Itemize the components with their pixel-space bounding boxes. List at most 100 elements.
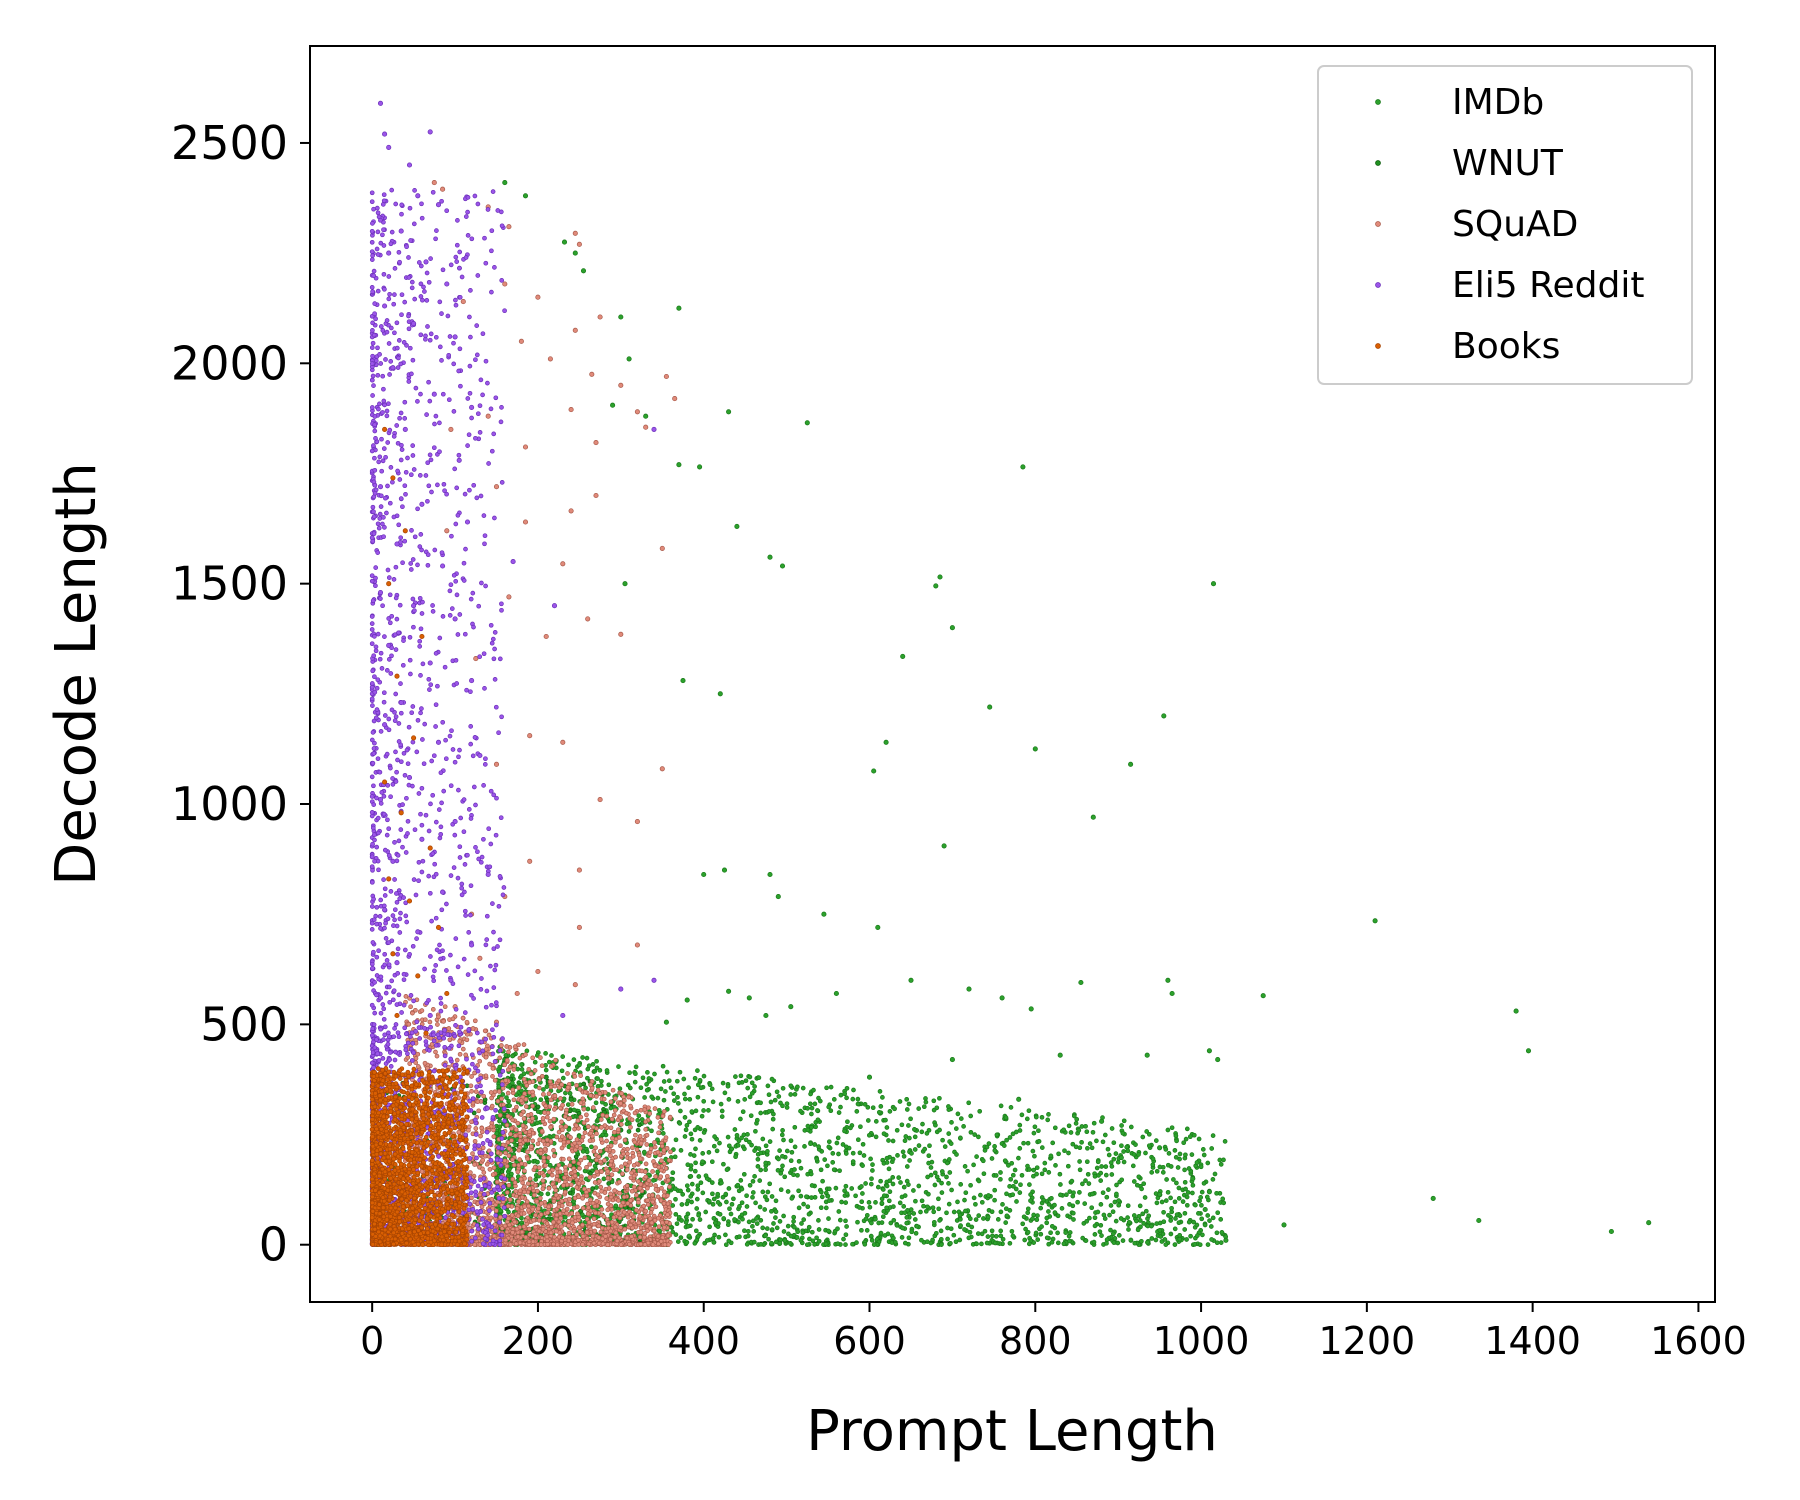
- data-point: [692, 1168, 698, 1174]
- data-point: [998, 1176, 1003, 1182]
- data-point: [701, 1098, 707, 1104]
- data-point: [652, 1071, 657, 1077]
- data-point: [932, 1170, 938, 1176]
- data-point: [573, 1154, 579, 1160]
- data-point: [740, 1109, 746, 1115]
- data-point: [837, 1217, 843, 1223]
- data-point: [671, 1098, 677, 1103]
- data-point: [476, 1108, 482, 1114]
- data-point: [674, 1078, 680, 1084]
- data-point: [584, 1165, 589, 1170]
- data-point: [1039, 1171, 1045, 1177]
- data-point: [598, 1137, 604, 1142]
- data-point: [751, 1229, 757, 1234]
- data-point: [963, 1190, 969, 1196]
- data-point: [647, 1150, 653, 1155]
- data-point: [595, 1084, 601, 1089]
- data-point: [640, 1075, 646, 1081]
- data-point: [899, 1235, 905, 1240]
- data-point: [870, 1162, 875, 1167]
- data-point: [538, 1191, 544, 1197]
- data-point: [998, 1209, 1004, 1215]
- data-point: [801, 1217, 807, 1222]
- data-point: [1098, 1222, 1104, 1228]
- data-point: [880, 1095, 885, 1100]
- data-point: [879, 1196, 885, 1202]
- data-point: [497, 1112, 503, 1118]
- data-point: [1194, 1160, 1200, 1165]
- data-point: [658, 1086, 664, 1092]
- data-point: [500, 1092, 506, 1097]
- data-point: [907, 1158, 912, 1163]
- data-point: [536, 1077, 542, 1082]
- data-point: [584, 1055, 590, 1061]
- data-point: [738, 1178, 744, 1183]
- data-point: [626, 356, 632, 362]
- data-point: [692, 1075, 698, 1081]
- data-point: [612, 1096, 618, 1101]
- data-point: [717, 1140, 722, 1146]
- data-point: [594, 1185, 599, 1190]
- data-point: [580, 1205, 586, 1211]
- data-point: [773, 1215, 778, 1220]
- data-point: [826, 1228, 831, 1234]
- data-point: [806, 1224, 812, 1230]
- data-point: [873, 1119, 879, 1124]
- data-point: [1198, 1164, 1204, 1170]
- data-point: [1083, 1123, 1088, 1129]
- data-point: [1007, 1135, 1013, 1140]
- data-point: [710, 1191, 715, 1197]
- data-point: [1121, 1118, 1127, 1124]
- data-point: [727, 1206, 732, 1212]
- data-point: [580, 1055, 585, 1060]
- data-point: [974, 1154, 979, 1159]
- data-point: [464, 1037, 470, 1043]
- data-point: [707, 1082, 713, 1088]
- data-point: [694, 1206, 700, 1211]
- data-point: [534, 1188, 540, 1194]
- data-point: [1095, 1159, 1101, 1165]
- data-point: [511, 1162, 517, 1168]
- data-point: [742, 1228, 747, 1234]
- data-point: [981, 1171, 987, 1177]
- data-point: [645, 1202, 651, 1207]
- data-point: [809, 1195, 814, 1200]
- data-point: [1176, 1220, 1182, 1226]
- data-point: [695, 1234, 701, 1239]
- data-point: [1089, 1205, 1095, 1211]
- data-point: [1172, 1148, 1178, 1153]
- data-point: [664, 1069, 670, 1075]
- data-point: [590, 1105, 596, 1110]
- data-point: [951, 1209, 957, 1215]
- data-point: [1055, 1213, 1061, 1219]
- data-point: [1144, 1129, 1150, 1134]
- data-point: [577, 1166, 582, 1171]
- data-point: [489, 1095, 494, 1101]
- data-point: [961, 1124, 966, 1129]
- data-point: [497, 1124, 503, 1130]
- data-point: [677, 1121, 683, 1126]
- data-point: [879, 1220, 885, 1225]
- data-point: [605, 1201, 611, 1207]
- data-point: [1058, 1182, 1063, 1187]
- data-point: [603, 1102, 608, 1107]
- data-point: [709, 1159, 715, 1165]
- data-point: [971, 1195, 977, 1201]
- data-point: [1210, 1177, 1216, 1182]
- data-point: [1083, 1178, 1088, 1183]
- data-point: [577, 1062, 582, 1068]
- data-point: [1260, 993, 1266, 999]
- data-point: [636, 1220, 642, 1226]
- data-point: [1032, 746, 1038, 752]
- data-point: [711, 1239, 717, 1245]
- data-point: [732, 1127, 738, 1132]
- data-point: [853, 1193, 858, 1199]
- data-point: [909, 1151, 914, 1156]
- data-point: [850, 1159, 856, 1164]
- data-point: [686, 1233, 692, 1239]
- data-point: [1222, 1139, 1228, 1144]
- data-point: [1172, 1226, 1178, 1232]
- data-point: [1175, 1165, 1181, 1170]
- data-point: [1221, 1157, 1226, 1163]
- data-point: [906, 1235, 912, 1241]
